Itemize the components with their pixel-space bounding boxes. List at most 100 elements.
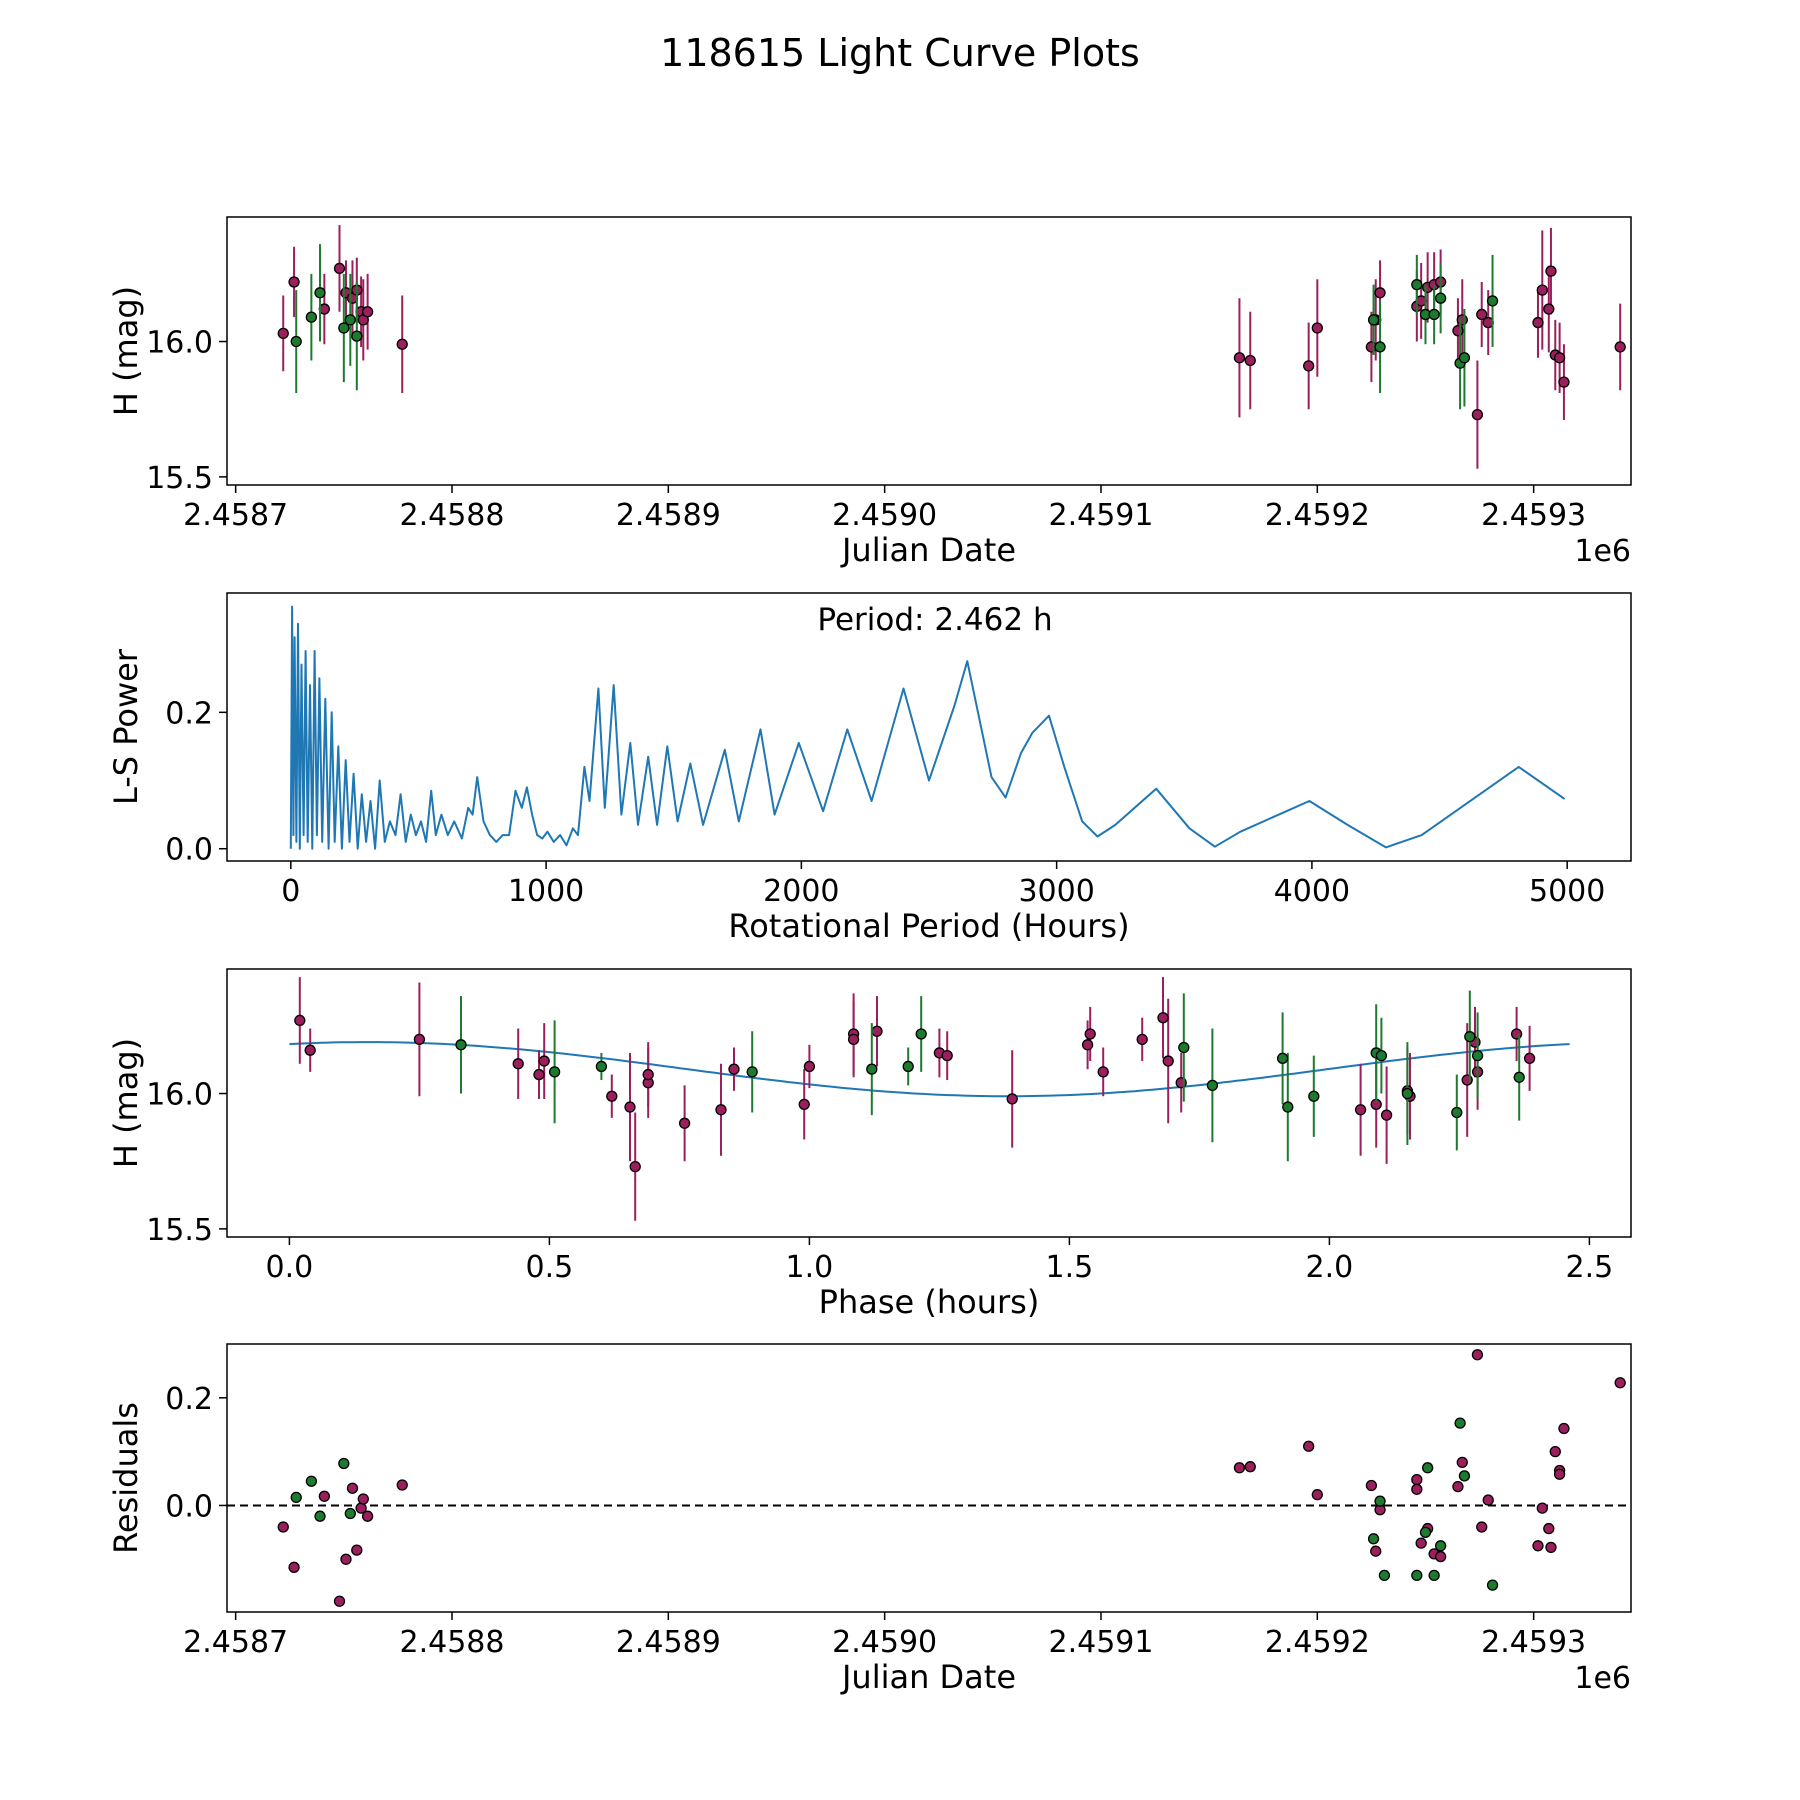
residuals-point-green <box>344 1507 356 1520</box>
light-curve-point-green <box>305 311 318 323</box>
phased-curve-point-red <box>642 1068 654 1081</box>
phased-curve-point-green <box>548 1066 561 1078</box>
phased-curve-point-red <box>1380 1109 1393 1121</box>
phased-curve-point-red <box>624 1101 636 1113</box>
residuals-y-tick-label: 0.2 <box>165 1382 213 1417</box>
residuals-point-red <box>351 1544 363 1556</box>
residuals-point-green <box>1454 1417 1466 1429</box>
light-curve-point-red <box>1303 360 1315 372</box>
phased-curve-x-tick-label: 0.0 <box>266 1250 314 1285</box>
residuals-point-green <box>1374 1495 1386 1507</box>
panel-light-curve: 2.4587 2.4588 2.4589 2.4590 2.4591 2.4592 2.45… <box>107 216 1632 569</box>
phased-curve-point-red <box>1097 1066 1109 1078</box>
phased-curve-point-green <box>902 1060 914 1073</box>
light-curve-point-red <box>277 327 289 340</box>
residuals-point-red <box>1415 1537 1427 1549</box>
residuals-point-green <box>1428 1569 1440 1582</box>
residuals-point-red <box>340 1553 352 1565</box>
light-curve-point-red <box>1532 316 1544 329</box>
residuals-x-axis-label: Julian Date <box>840 1658 1016 1696</box>
residuals-x-tick-label: 2.4587 <box>183 1625 288 1660</box>
residuals-x-offset-label: 1e6 <box>1574 1661 1631 1696</box>
panel-residuals: 2.4587 2.4588 2.4589 2.4590 2.4591 2.4592 2.45… <box>107 1343 1632 1696</box>
phased-curve-point-green <box>1471 1049 1484 1062</box>
residuals-point-green <box>1378 1569 1391 1582</box>
phased-curve-point-red <box>715 1104 727 1116</box>
residuals-x-tick-label: 2.4593 <box>1481 1625 1586 1660</box>
residuals-point-red <box>1244 1461 1256 1473</box>
residuals-point-red <box>1553 1468 1566 1480</box>
phased-curve-model-curve <box>289 1041 1570 1098</box>
light-curve-x-tick-label: 2.4591 <box>1048 498 1153 533</box>
light-curve-y-tick-label: 16.0 <box>146 326 213 361</box>
periodogram-x-tick-label: 5000 <box>1529 874 1605 909</box>
residuals-point-green <box>314 1510 326 1522</box>
light-curve-point-red <box>1452 325 1464 337</box>
residuals-point-red <box>1311 1489 1323 1501</box>
phased-curve-point-green <box>1276 1052 1289 1064</box>
periodogram-plot-area <box>289 605 1566 850</box>
residuals-point-red <box>1545 1541 1557 1554</box>
light-curve-point-red <box>333 262 346 275</box>
phased-curve-point-green <box>1401 1087 1414 1100</box>
light-curve-point-red <box>1471 408 1484 421</box>
phased-curve-point-green <box>1178 1041 1190 1054</box>
periodogram-period-annotation: Period: 2.462 h <box>817 602 1052 638</box>
light-curve-point-red <box>1456 314 1468 326</box>
residuals-point-red <box>1476 1521 1488 1533</box>
phased-curve-point-red <box>1162 1055 1174 1067</box>
light-curve-x-tick-label: 2.4590 <box>832 498 937 533</box>
phased-curve-point-red <box>1523 1052 1536 1064</box>
periodogram-x-tick-label: 4000 <box>1274 874 1350 909</box>
residuals-x-tick-label: 2.4589 <box>616 1625 721 1660</box>
light-curve-x-tick-label: 2.4592 <box>1265 498 1370 533</box>
residuals-point-green <box>1421 1462 1434 1474</box>
periodogram-y-tick-label: 0.2 <box>165 696 213 731</box>
light-curve-x-offset-label: 1e6 <box>1574 534 1631 569</box>
residuals-point-red <box>1370 1545 1382 1557</box>
panel-periodogram: 0 1000 2000 3000 4000 5000 0.0 0.2 Rotational Pe… <box>107 592 1632 945</box>
residuals-point-red <box>1452 1480 1464 1493</box>
light-curve-point-red <box>288 276 300 288</box>
residuals-point-red <box>1233 1462 1246 1474</box>
residuals-point-red <box>1365 1479 1378 1492</box>
phased-curve-point-red <box>512 1058 524 1070</box>
light-curve-point-green <box>290 335 302 348</box>
residuals-axes-frame <box>226 1343 1632 1613</box>
residuals-point-green <box>1486 1579 1499 1591</box>
phased-curve-point-red <box>1354 1104 1367 1116</box>
light-curve-point-green <box>1374 341 1386 353</box>
phased-curve-x-tick-label: 1.5 <box>1046 1250 1094 1285</box>
residuals-point-red <box>288 1561 300 1573</box>
light-curve-point-red <box>361 306 374 318</box>
light-curve-point-red <box>1374 287 1386 299</box>
light-curve-point-green <box>314 287 326 299</box>
residuals-y-axis-label: Residuals <box>107 1402 145 1554</box>
residuals-x-tick-label: 2.4592 <box>1265 1625 1370 1660</box>
phased-curve-point-green <box>1464 1031 1476 1043</box>
light-curve-point-red <box>1244 354 1256 367</box>
phased-curve-point-red <box>538 1055 550 1067</box>
residuals-point-red <box>1549 1445 1561 1458</box>
periodogram-axes-frame <box>226 592 1632 862</box>
phased-curve-axes-frame <box>226 968 1632 1238</box>
panel-phased-curve: 0.0 0.5 1.0 1.5 2.0 2.5 15.5 16.0 Phase (hours) H… <box>107 968 1632 1321</box>
phased-curve-point-red <box>606 1090 618 1102</box>
residuals-point-green <box>338 1457 350 1470</box>
phased-curve-point-red <box>304 1044 316 1056</box>
residuals-point-green <box>1434 1540 1447 1552</box>
light-curve-y-tick-label: 15.5 <box>146 461 213 496</box>
light-curve-axes-frame <box>226 216 1632 486</box>
light-curve-plot-area <box>277 225 1626 469</box>
phased-curve-x-tick-label: 2.0 <box>1306 1250 1354 1285</box>
phased-curve-plot-area <box>289 977 1570 1221</box>
phased-curve-x-tick-label: 1.0 <box>786 1250 834 1285</box>
residuals-point-red <box>357 1493 369 1505</box>
phased-curve-point-red <box>1081 1039 1094 1051</box>
light-curve-x-tick-label: 2.4593 <box>1481 498 1586 533</box>
phased-curve-point-green <box>915 1028 927 1040</box>
phased-curve-point-red <box>847 1033 860 1046</box>
phased-curve-point-red <box>629 1160 641 1173</box>
light-curve-point-red <box>1558 376 1570 388</box>
